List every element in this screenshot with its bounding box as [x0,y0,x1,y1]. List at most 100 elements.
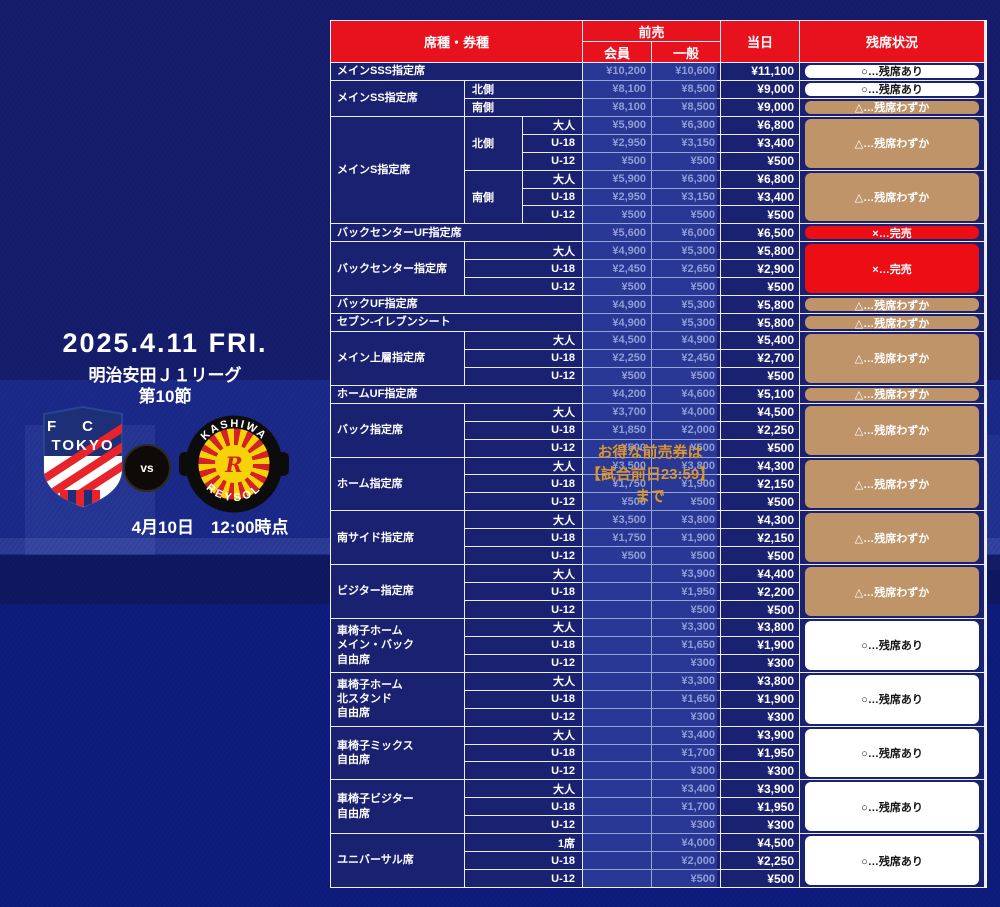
price-general: ¥5,300 [652,314,720,332]
status-cell: △…残席わずか [800,332,984,385]
status-cell: △…残席わずか [800,116,984,170]
header-member: 会員 [583,42,651,62]
price-member: ¥5,900 [583,116,651,134]
seat-side: 北側 [465,80,582,98]
status-pill-few[interactable]: △…残席わずか [805,172,979,222]
status-pill-few[interactable]: △…残席わずか [805,513,979,563]
status-pill-available[interactable]: ○…残席あり [805,82,979,96]
ticket-age: U-12 [465,601,582,618]
ticket-age: 大人 [465,672,582,690]
ticket-age: 大人 [465,618,582,636]
status-cell: △…残席わずか [800,511,984,565]
status-pill-soldout[interactable]: ×…完売 [805,226,979,240]
ticket-age: U-12 [465,870,582,887]
price-matchday: ¥3,400 [721,134,799,152]
seat-name-line: メインS指定席 [337,163,411,176]
vs-label: vs [140,461,154,475]
price-matchday: ¥1,950 [721,798,799,816]
status-cell: ○…残席あり [800,672,984,726]
price-member [583,618,651,636]
price-matchday: ¥500 [721,367,799,385]
seat-name-line: 南サイド指定席 [337,531,414,544]
seat-name-line: メインSS指定席 [337,92,418,105]
price-general: ¥1,900 [652,475,720,493]
status-pill-few[interactable]: △…残席わずか [805,316,979,330]
ticket-age: U-18 [465,583,582,601]
price-general: ¥4,000 [652,834,720,852]
price-member: ¥3,700 [583,403,651,421]
price-member: ¥500 [583,152,651,170]
price-matchday: ¥500 [721,547,799,565]
price-general: ¥300 [652,654,720,672]
ticket-age: 大人 [465,242,582,260]
price-member: ¥2,950 [583,188,651,206]
seat-name: メインS指定席 [331,116,464,224]
price-member [583,583,651,601]
price-general: ¥2,000 [652,852,720,870]
price-matchday: ¥2,200 [721,583,799,601]
price-member: ¥5,900 [583,170,651,188]
price-matchday: ¥2,700 [721,349,799,367]
price-matchday: ¥9,000 [721,80,799,98]
price-general: ¥2,450 [652,349,720,367]
status-pill-few[interactable]: △…残席わずか [805,298,979,312]
price-matchday: ¥500 [721,439,799,457]
status-pill-available[interactable]: ○…残席あり [805,836,979,885]
ticket-age: U-18 [523,134,582,152]
price-member [583,636,651,654]
status-pill-few[interactable]: △…残席わずか [805,387,979,401]
status-pill-available[interactable]: ○…残席あり [805,728,979,778]
price-matchday: ¥4,500 [721,834,799,852]
status-pill-available[interactable]: ○…残席あり [805,620,979,670]
status-pill-few[interactable]: △…残席わずか [805,567,979,616]
price-matchday: ¥4,300 [721,457,799,475]
price-general: ¥500 [652,152,720,170]
status-cell: ○…残席あり [800,780,984,834]
price-general: ¥6,000 [652,224,720,242]
status-pill-few[interactable]: △…残席わずか [805,459,979,509]
price-member: ¥2,450 [583,260,651,278]
status-pill-few[interactable]: △…残席わずか [805,334,979,383]
price-matchday: ¥3,800 [721,618,799,636]
price-general: ¥500 [652,870,720,887]
price-matchday: ¥6,800 [721,170,799,188]
price-member: ¥4,200 [583,385,651,403]
price-matchday: ¥2,250 [721,421,799,439]
price-member: ¥2,950 [583,134,651,152]
status-pill-soldout[interactable]: ×…完売 [805,244,979,294]
status-pill-few[interactable]: △…残席わずか [805,100,979,114]
price-general: ¥5,300 [652,242,720,260]
price-member: ¥3,500 [583,511,651,529]
price-member: ¥1,850 [583,421,651,439]
price-general: ¥500 [652,278,720,296]
price-general: ¥8,500 [652,80,720,98]
seat-side: 北側 [465,116,522,170]
seat-name: ビジター指定席 [331,565,464,618]
status-pill-few[interactable]: △…残席わずか [805,118,979,168]
price-general: ¥1,650 [652,636,720,654]
league-name: 明治安田Ｊ１リーグ [88,366,242,385]
status-pill-available[interactable]: ○…残席あり [805,674,979,724]
status-pill-few[interactable]: △…残席わずか [805,405,979,455]
price-member [583,601,651,618]
price-general: ¥10,600 [652,63,720,80]
price-member: ¥500 [583,493,651,511]
ticket-age: U-18 [465,421,582,439]
price-matchday: ¥4,400 [721,565,799,583]
price-general: ¥300 [652,762,720,780]
reysol-ring: KASHIWA REYSOL [185,415,283,513]
price-general: ¥4,600 [652,385,720,403]
price-member: ¥500 [583,547,651,565]
price-general: ¥2,650 [652,260,720,278]
status-pill-available[interactable]: ○…残席あり [805,782,979,832]
price-matchday: ¥3,800 [721,672,799,690]
availability-timestamp: 4月10日 12:00時点 [131,518,289,537]
status-cell: ○…残席あり [800,726,984,780]
price-member [583,852,651,870]
header-availability: 残席状況 [800,21,984,62]
header-general: 一般 [652,42,720,62]
status-pill-available[interactable]: ○…残席あり [805,65,979,78]
seat-name-line: 車椅子ホーム [337,624,403,637]
price-general: ¥1,700 [652,798,720,816]
price-matchday: ¥300 [721,654,799,672]
